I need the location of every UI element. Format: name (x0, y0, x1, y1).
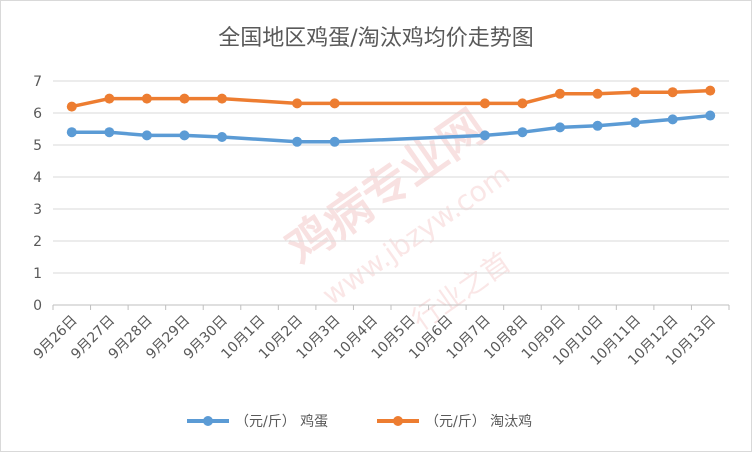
y-tick-label: 0 (33, 298, 42, 314)
series-line (71, 113, 711, 144)
watermark-slogan: 行业之首 (406, 245, 517, 336)
data-point (555, 122, 565, 133)
y-tick-label: 4 (33, 170, 42, 186)
legend: （元/斤） 鸡蛋 （元/斤） 淘汰鸡 (187, 413, 532, 430)
data-point (592, 88, 603, 99)
data-point (179, 130, 190, 141)
legend-label-eggs: （元/斤） 鸡蛋 (235, 413, 328, 430)
data-point (217, 132, 227, 142)
data-point (217, 93, 227, 104)
x-axis: 9月26日9月27日9月28日9月29日9月30日10月1日10月2日10月3日… (31, 305, 730, 369)
data-point (179, 93, 190, 104)
legend-marker-spent-hens (393, 416, 403, 426)
data-point (592, 120, 603, 131)
plot-area (66, 85, 716, 147)
data-point (705, 85, 716, 96)
data-point (292, 98, 303, 109)
data-point (667, 114, 678, 125)
data-point (630, 87, 641, 98)
data-point (141, 130, 152, 141)
data-point (630, 117, 641, 128)
data-point (517, 98, 528, 109)
legend-marker-eggs (203, 416, 213, 426)
data-point (555, 88, 565, 99)
data-point (292, 136, 303, 147)
data-point (66, 127, 77, 138)
y-tick-label: 2 (33, 234, 42, 250)
legend-item-eggs: （元/斤） 鸡蛋 (187, 413, 328, 430)
y-tick-label: 6 (33, 106, 42, 122)
y-tick-label: 5 (33, 138, 42, 154)
chart-title: 全国地区鸡蛋/淘汰鸡均价走势图 (218, 26, 533, 51)
series-line (71, 88, 711, 109)
data-point (329, 136, 340, 147)
y-tick-label: 7 (33, 74, 42, 90)
data-point (141, 93, 152, 104)
data-point (479, 98, 490, 109)
data-point (517, 127, 528, 138)
data-point (104, 127, 115, 138)
data-point (104, 93, 115, 104)
data-point (479, 130, 490, 141)
legend-item-spent-hens: （元/斤） 淘汰鸡 (377, 413, 532, 430)
data-point (705, 110, 716, 121)
data-point (329, 98, 340, 109)
y-tick-label: 3 (33, 202, 42, 218)
y-axis: 0 1 2 3 4 5 6 7 (33, 74, 42, 314)
y-tick-label: 1 (33, 266, 42, 282)
legend-label-spent-hens: （元/斤） 淘汰鸡 (425, 413, 532, 430)
data-point (66, 101, 77, 112)
data-point (667, 87, 678, 98)
